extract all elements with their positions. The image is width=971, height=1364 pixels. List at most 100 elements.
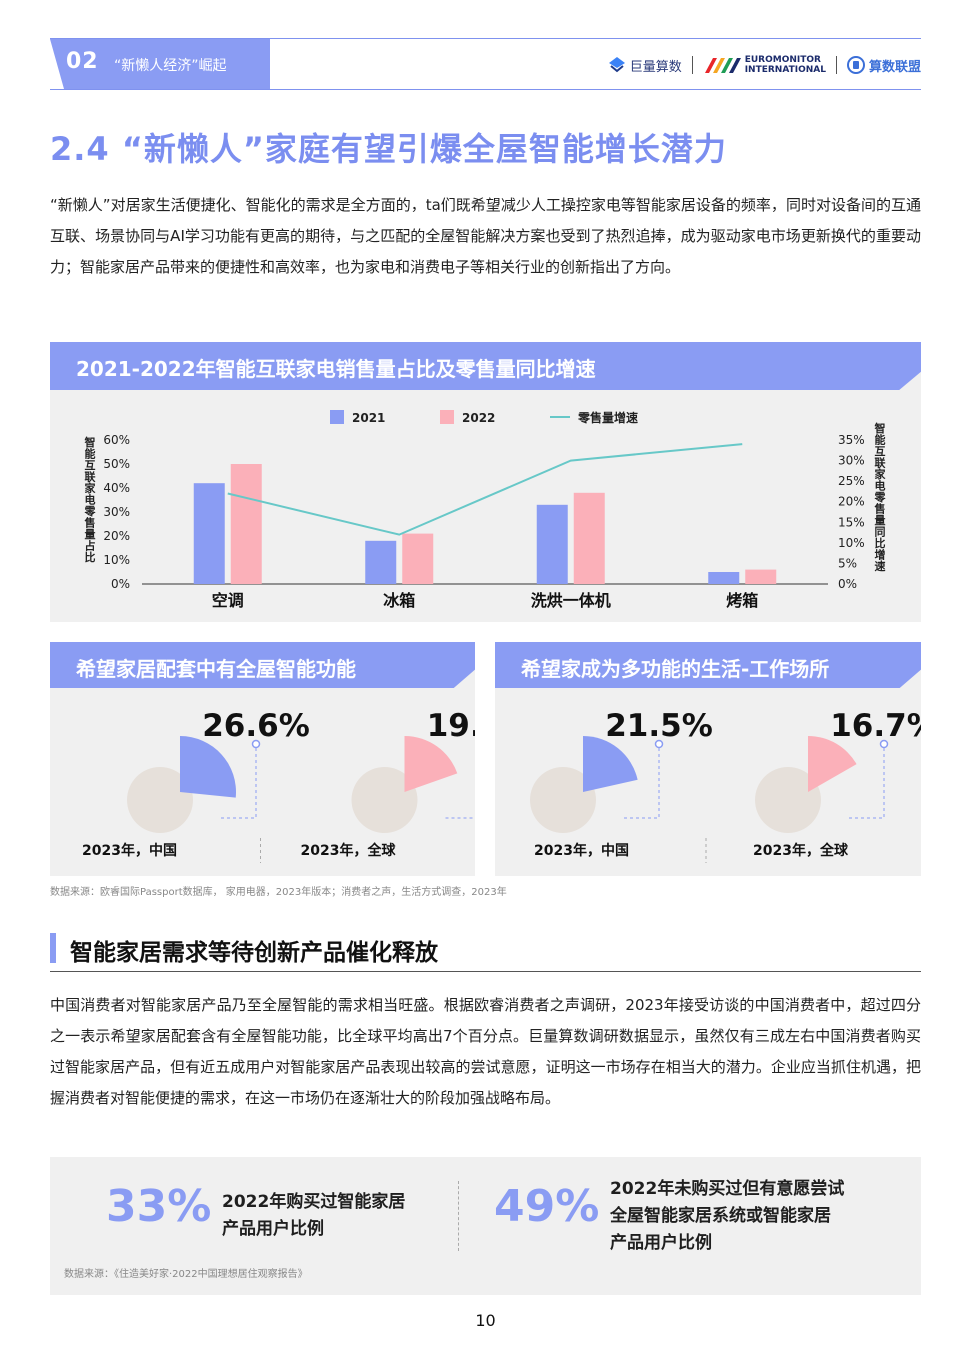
page-header: 02 “新懒人经济”崛起 巨量算数 EUROMONITOR INTERNATIO…: [50, 38, 921, 90]
pie-slice: [404, 736, 458, 792]
euromonitor-logo-line2: INTERNATIONAL: [744, 65, 826, 75]
axis-title-char: 售: [84, 516, 96, 530]
axis-title-char: 同: [875, 526, 886, 539]
stat-label-line: 2022年未购买过但有意愿尝试: [610, 1179, 845, 1199]
axis-title-char: 量: [875, 514, 886, 527]
axis-title-char: 联: [875, 456, 886, 470]
axis-title-char: 互: [85, 459, 96, 472]
juliang-logo-icon: [608, 57, 625, 73]
pie-background-circle: [755, 767, 821, 833]
pie-panel-home-smart: 希望家居配套中有全屋智能功能 26.6% 2023年，中国 19.6% 2023年，全…: [50, 642, 475, 876]
page-number: 10: [475, 1311, 496, 1330]
x-tick-label: 洗烘一体机: [531, 591, 611, 610]
pie-panel-banner: 希望家成为多功能的生活-工作场所: [495, 642, 921, 688]
pie-caption: 2023年，全球: [301, 842, 397, 859]
axis-title-char: 能: [85, 447, 96, 461]
axis-title-char: 比: [85, 550, 96, 564]
legend-label: 2022: [462, 411, 495, 425]
y-tick-label: 40%: [103, 481, 130, 495]
axis-title-char: 联: [85, 470, 96, 484]
axis-title-char: 家: [85, 481, 97, 495]
suanshu-logo-text: 算数联盟: [868, 59, 921, 75]
legend-swatch: [330, 410, 344, 424]
intro-paragraph: “新懒人”对居家生活便捷化、智能化的需求是全方面的，ta们既希望减少人工操控家电…: [50, 196, 921, 276]
logo-divider: [835, 56, 837, 74]
pie-slice: [180, 736, 236, 798]
leader-dot: [879, 739, 889, 749]
y2-tick-label: 5%: [838, 556, 857, 570]
bar-2022: [573, 492, 605, 584]
bar-2022: [745, 569, 777, 584]
y2-tick-label: 30%: [838, 454, 865, 468]
page-title: 2.4 “新懒人”家庭有望引爆全屋智能增长潜力: [50, 130, 727, 168]
bar-2022: [230, 464, 262, 584]
y2-tick-label: 25%: [838, 474, 865, 488]
bar-2021: [708, 572, 740, 584]
pie-background-circle: [530, 767, 596, 833]
section-tag: 02 “新懒人经济”崛起: [50, 39, 270, 89]
axis-title-char: 速: [875, 559, 886, 573]
pie-slice: [808, 736, 857, 792]
stat-label-line: 产品用户比例: [222, 1219, 324, 1239]
subsection-accent-bar: [50, 933, 56, 963]
chart-legend: 2021 2022 零售量增速: [330, 410, 638, 425]
axis-title-char: 零: [874, 491, 887, 504]
axis-title-char: 能: [875, 433, 886, 447]
axis-title-char: 量: [85, 528, 96, 541]
axis-title-char: 互: [875, 445, 886, 458]
juliang-logo-text: 巨量算数: [629, 59, 682, 75]
stat-label-line: 产品用户比例: [610, 1233, 712, 1253]
pie-panel-banner: 希望家居配套中有全屋智能功能: [50, 642, 475, 688]
stat-label: 2022年未购买过但有意愿尝试 全屋智能家居系统或智能家居 产品用户比例: [610, 1176, 844, 1257]
axis-title-char: 家: [875, 467, 887, 481]
euromonitor-logo-icon: [704, 58, 741, 73]
bar-2022: [402, 533, 434, 584]
bar-2021: [365, 540, 397, 584]
stat-value: 49%: [494, 1181, 600, 1232]
axis-title-char: 占: [85, 539, 96, 553]
chart-banner: 2021-2022年智能互联家电销售量占比及零售量同比增速: [50, 342, 921, 390]
y2-tick-label: 10%: [838, 536, 865, 550]
stat-label-line: 2022年购买过智能家居: [222, 1192, 406, 1212]
axis-title-char: 智: [875, 421, 886, 435]
y2-tick-label: 0%: [838, 577, 857, 591]
section-title: “新懒人经济”崛起: [114, 58, 227, 74]
euromonitor-logo: EUROMONITOR INTERNATIONAL: [703, 55, 826, 75]
bar-2021: [193, 483, 225, 584]
subsection-divider: [50, 971, 921, 972]
axis-title-char: 比: [875, 536, 886, 550]
leader-dot: [654, 739, 664, 749]
axis-title-char: 电: [85, 493, 96, 507]
stat-label: 2022年购买过智能家居 产品用户比例: [222, 1189, 405, 1243]
stats-panel: 33% 2022年购买过智能家居 产品用户比例 49% 2022年未购买过但有意…: [50, 1157, 921, 1295]
euromonitor-logo-line1: EUROMONITOR: [744, 55, 821, 65]
y2-tick-label: 20%: [838, 495, 865, 509]
y-tick-label: 20%: [103, 529, 130, 543]
leader-line: [623, 748, 660, 819]
y2-tick-label: 15%: [838, 515, 865, 529]
pie-group: 26.6% 2023年，中国 19.6% 2023年，全球: [82, 708, 475, 863]
pie-caption: 2023年，中国: [534, 842, 629, 859]
subsection-title: 智能家居需求等待创新产品催化释放: [70, 940, 438, 966]
y-tick-label: 0%: [111, 577, 130, 591]
pie-caption: 2023年，全球: [753, 842, 849, 859]
data-source-note: 数据来源：欧睿国际Passport数据库， 家用电器，2023年版本；消费者之声…: [50, 887, 507, 898]
pie-caption: 2023年，中国: [82, 842, 177, 859]
bar-2021: [536, 504, 568, 584]
y-tick-label: 10%: [103, 553, 130, 567]
pie-background-circle: [127, 767, 193, 833]
pie-value-label: 19.6%: [427, 708, 475, 744]
chart-title: 2021-2022年智能互联家电销售量占比及零售量同比增速: [76, 357, 596, 381]
suanshu-logo-icon: [846, 56, 865, 74]
leader-dot: [251, 739, 261, 749]
line-series-growth: [227, 443, 743, 536]
y2-tick-label: 35%: [838, 433, 865, 447]
pie-panel-multi-function: 希望家成为多功能的生活-工作场所 21.5% 2023年，中国 16.7% 2023年…: [495, 642, 921, 876]
juliang-logo: 巨量算数: [608, 56, 682, 75]
stat-label-line: 全屋智能家居系统或智能家居: [610, 1206, 831, 1226]
leader-line: [848, 748, 885, 819]
partner-logos: 巨量算数 EUROMONITOR INTERNATIONAL 算数联盟: [608, 53, 921, 77]
legend-swatch: [440, 410, 454, 424]
pie-panel-title: 希望家居配套中有全屋智能功能: [76, 657, 356, 681]
